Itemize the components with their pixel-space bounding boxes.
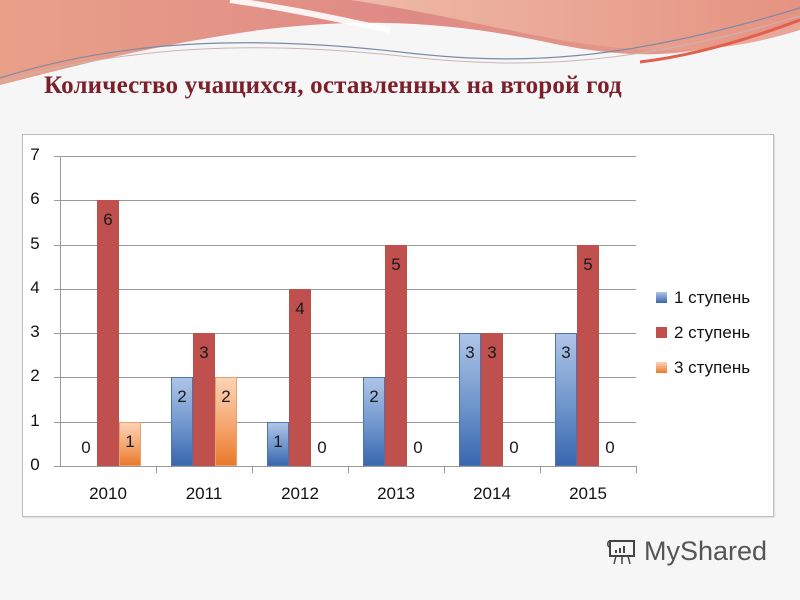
bar-series-2[interactable] (385, 244, 407, 466)
legend-label: 2 ступень (674, 322, 751, 342)
x-axis-tick (252, 466, 253, 473)
data-label: 0 (413, 438, 423, 457)
watermark: MyShared (606, 536, 767, 567)
x-axis-tick (540, 466, 541, 473)
y-axis-tick-label: 2 (30, 366, 40, 386)
y-axis-tick-label: 5 (30, 233, 40, 253)
y-axis-tick-label: 1 (30, 410, 40, 430)
bar-series-3[interactable] (119, 421, 141, 466)
x-axis-tick (636, 466, 637, 473)
data-label: 6 (103, 210, 113, 230)
x-axis-category-label: 2014 (473, 484, 511, 503)
x-axis-category-label: 2010 (89, 484, 127, 503)
gridline (54, 200, 636, 202)
decorative-header-wave (0, 0, 800, 140)
legend-swatch-icon (656, 327, 667, 338)
gridline (54, 333, 636, 335)
bar-series-1[interactable] (363, 377, 385, 466)
bar-series-2[interactable] (289, 288, 311, 466)
bar-series-2[interactable] (577, 244, 599, 466)
data-label: 1 (273, 431, 283, 451)
chart-container: 0 1 2 3 4 5 6 7 2010 0 6 1 2011 2 3 2 2012 1 4 0 2013 2 5 0 2014… (22, 134, 774, 517)
y-axis-line (60, 156, 61, 466)
presentation-board-icon (607, 539, 635, 564)
legend-label: 1 ступень (674, 287, 751, 307)
bar-series-1[interactable] (171, 377, 193, 466)
x-axis-tick (156, 466, 157, 473)
y-axis-tick-label: 3 (30, 322, 40, 342)
y-axis-tick-label: 4 (30, 277, 40, 297)
data-label: 0 (605, 438, 615, 457)
gridline (54, 377, 636, 379)
data-label: 2 (221, 387, 231, 407)
data-label: 3 (199, 343, 209, 363)
bar-series-2[interactable] (481, 333, 503, 466)
watermark-text: MyShared (644, 536, 768, 566)
data-label: 4 (295, 298, 305, 318)
data-label: 0 (317, 438, 327, 457)
legend-item-series-2[interactable]: 2 ступень (656, 315, 750, 350)
y-axis-tick-label: 7 (30, 145, 40, 164)
data-label: 5 (583, 254, 593, 274)
data-label: 0 (509, 438, 519, 457)
legend-swatch-icon (656, 292, 667, 303)
chart-legend: 1 ступень 2 ступень 3 ступень (656, 280, 750, 385)
bar-series-3[interactable] (215, 377, 237, 466)
data-label: 1 (125, 431, 135, 451)
bar-series-1[interactable] (267, 421, 289, 466)
gridline (54, 156, 636, 157)
gridline (54, 288, 636, 290)
x-axis-category-label: 2013 (377, 484, 415, 503)
bar-series-1[interactable] (459, 333, 481, 466)
data-label: 2 (369, 387, 379, 407)
x-axis-tick (444, 466, 445, 473)
gridline (54, 466, 636, 467)
data-label: 3 (561, 343, 571, 363)
legend-label: 3 ступень (674, 357, 751, 377)
bar-series-2[interactable] (193, 333, 215, 466)
data-label: 0 (81, 438, 91, 457)
x-axis-category-label: 2012 (281, 484, 319, 503)
y-axis-tick-label: 0 (30, 455, 40, 474)
plot-area: 0 1 2 3 4 5 6 7 2010 0 6 1 2011 2 3 2 2012 1 4 0 2013 2 5 0 2014… (23, 135, 773, 516)
x-axis-category-label: 2015 (569, 484, 607, 503)
legend-item-series-3[interactable]: 3 ступень (656, 350, 750, 385)
data-label: 3 (487, 343, 497, 363)
y-axis-tick-label: 6 (30, 189, 40, 209)
gridline (54, 421, 636, 423)
x-axis-tick (348, 466, 349, 473)
gridline (54, 244, 636, 246)
legend-item-series-1[interactable]: 1 ступень (656, 280, 750, 315)
data-label: 3 (465, 343, 475, 363)
x-axis-category-label: 2011 (185, 484, 223, 503)
bar-series-2[interactable] (97, 200, 119, 466)
legend-swatch-icon (656, 362, 667, 373)
bar-series-1[interactable] (555, 333, 577, 466)
data-label: 5 (391, 254, 401, 274)
data-label: 2 (177, 387, 187, 407)
slide-title: Количество учащихся, оставленных на втор… (44, 72, 622, 99)
